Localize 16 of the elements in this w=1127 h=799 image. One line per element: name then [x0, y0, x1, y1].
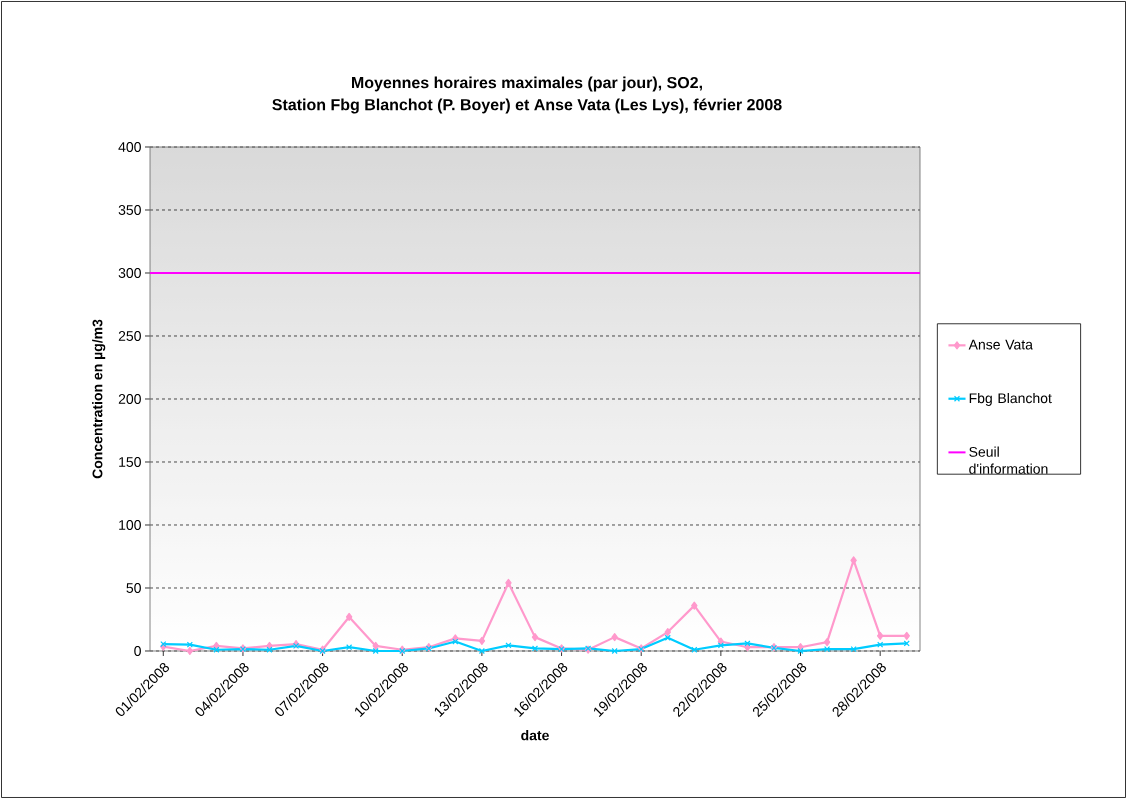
y-tick-label: 100: [119, 520, 141, 530]
chart-subtitle: Station Fbg Blanchot (P. Boyer) et Anse Vata (Les Lys), février 2008: [272, 98, 782, 114]
y-tick-label: 250: [118, 331, 141, 341]
y-tick-label: 150: [119, 457, 141, 467]
chart-title: Moyennes horaires maximales (par jour), SO2,: [352, 76, 702, 92]
legend-label: Anse Vata: [968, 339, 1033, 350]
y-tick-label: 300: [118, 268, 141, 278]
legend-label: Seuil d'information: [969, 446, 1048, 474]
x-axis-title: date: [521, 730, 549, 741]
y-axis-title: Concentration en µg/m3: [92, 319, 106, 479]
y-tick-label: 400: [118, 142, 141, 152]
y-tick-label: 0: [134, 646, 141, 656]
y-tick-label: 50: [126, 583, 141, 593]
y-tick-label: 350: [118, 205, 141, 215]
legend-label: Fbg Blanchot: [969, 392, 1052, 406]
y-tick-label: 200: [118, 394, 141, 404]
